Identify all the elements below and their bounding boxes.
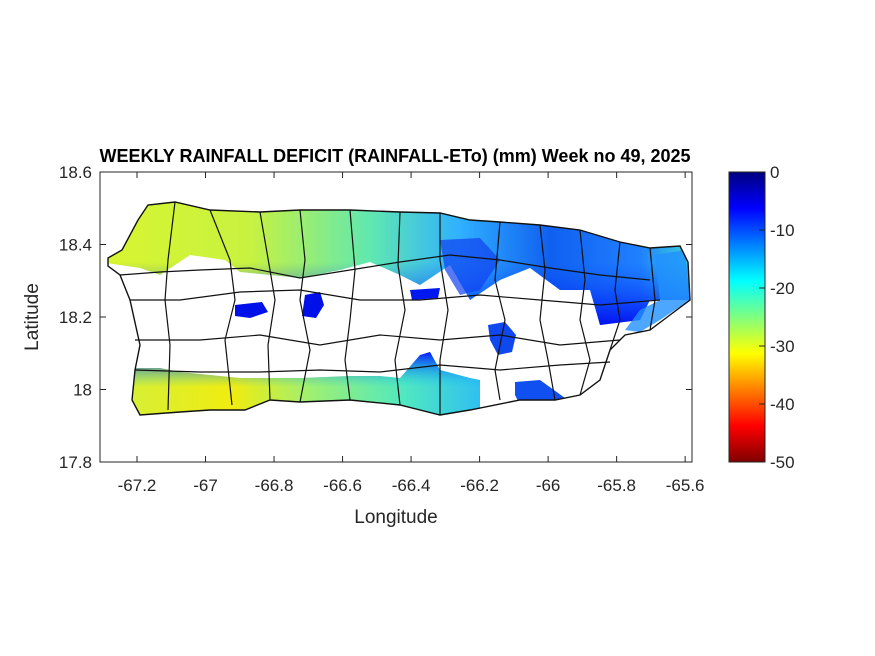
x-tick-label: -66.4 bbox=[392, 476, 431, 495]
colorbar-tick-label: -50 bbox=[770, 453, 795, 472]
interior-patch-2 bbox=[302, 292, 324, 318]
island-outline bbox=[107, 201, 691, 416]
y-tick-label: 17.8 bbox=[59, 453, 92, 472]
map-data-layer bbox=[108, 202, 690, 415]
x-axis-label: Longitude bbox=[354, 507, 437, 528]
colorbar-tick-label: -20 bbox=[770, 279, 795, 298]
x-axis: -67.2 -67 -66.8 -66.6 -66.4 -66.2 -66 -65.8 -65.… bbox=[118, 172, 705, 495]
colorbar-ticks: 0 -10 -20 -30 -40 -50 bbox=[759, 163, 795, 472]
chart-title: WEEKLY RAINFALL DEFICIT (RAINFALL-ETo) (… bbox=[99, 146, 690, 166]
x-tick-label: -67 bbox=[193, 476, 218, 495]
colorbar-tick-label: -10 bbox=[770, 221, 795, 240]
x-tick-label: -67.2 bbox=[118, 476, 157, 495]
y-axis-label: Latitude bbox=[22, 283, 43, 351]
x-tick-label: -65.8 bbox=[597, 476, 636, 495]
northeast-wet-zone bbox=[440, 238, 500, 295]
east-coast-zone bbox=[625, 250, 690, 332]
south-deficit-fade bbox=[108, 352, 480, 415]
interior-patch-3 bbox=[488, 322, 516, 355]
southeast-patch bbox=[515, 380, 565, 405]
x-tick-label: -66.2 bbox=[460, 476, 499, 495]
y-tick-label: 18.6 bbox=[59, 163, 92, 182]
x-tick-label: -66.8 bbox=[255, 476, 294, 495]
municipality-borders bbox=[107, 201, 691, 416]
x-tick-label: -65.6 bbox=[666, 476, 705, 495]
y-tick-label: 18.4 bbox=[59, 236, 92, 255]
colorbar-tick-label: -40 bbox=[770, 395, 795, 414]
x-tick-label: -66.6 bbox=[323, 476, 362, 495]
interior-patch-1 bbox=[235, 302, 268, 318]
y-tick-label: 18.2 bbox=[59, 308, 92, 327]
y-axis: 17.8 18 18.2 18.4 18.6 bbox=[59, 163, 692, 472]
colorbar-tick-label: 0 bbox=[770, 163, 779, 182]
colorbar-tick-label: -30 bbox=[770, 337, 795, 356]
x-tick-label: -66 bbox=[536, 476, 561, 495]
y-tick-label: 18 bbox=[73, 381, 92, 400]
interior-patch-4 bbox=[410, 288, 440, 300]
colorbar bbox=[728, 171, 766, 463]
